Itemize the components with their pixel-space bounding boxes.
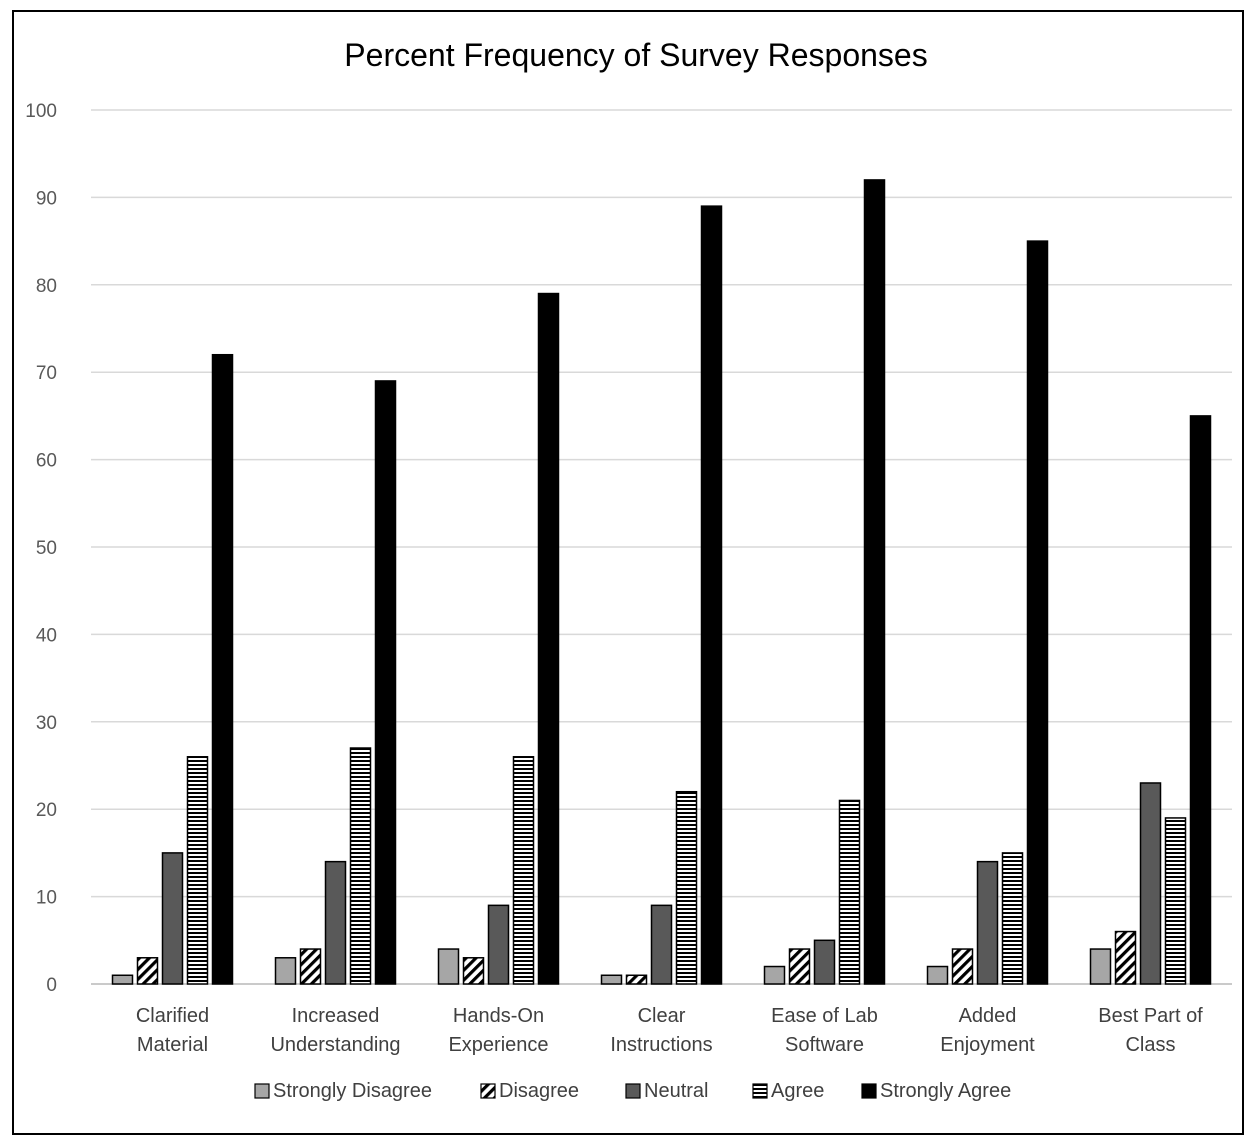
bar-disagree bbox=[625, 974, 648, 985]
y-tick-label: 50 bbox=[36, 538, 57, 559]
bar-agree bbox=[1164, 817, 1187, 985]
x-tick-label: Experience bbox=[448, 1034, 548, 1056]
x-tick-label: Enjoyment bbox=[940, 1034, 1035, 1056]
bar-disagree bbox=[1114, 930, 1137, 985]
y-tick-label: 20 bbox=[36, 800, 57, 821]
legend-swatch bbox=[480, 1083, 496, 1099]
bar-strongly-disagree bbox=[600, 974, 623, 985]
x-tick-label: Clear bbox=[638, 1005, 686, 1027]
y-tick-label: 90 bbox=[36, 188, 57, 209]
bar-strongly-agree bbox=[1026, 240, 1049, 985]
y-tick-label: 100 bbox=[25, 101, 57, 122]
chart-title: Percent Frequency of Survey Responses bbox=[344, 37, 927, 73]
y-tick-label: 40 bbox=[36, 625, 57, 646]
y-tick-label: 70 bbox=[36, 363, 57, 384]
legend-swatch bbox=[254, 1083, 270, 1099]
bar-strongly-disagree bbox=[437, 948, 460, 985]
bar-disagree bbox=[462, 957, 485, 985]
bar-neutral bbox=[1139, 782, 1162, 985]
bar-neutral bbox=[976, 860, 999, 985]
bar-disagree bbox=[136, 957, 159, 985]
bar-strongly-agree bbox=[374, 380, 397, 985]
bar-strongly-disagree bbox=[763, 965, 786, 985]
bar-strongly-agree bbox=[863, 179, 886, 985]
bar-disagree bbox=[951, 948, 974, 985]
bar-strongly-agree bbox=[700, 205, 723, 985]
bar-strongly-disagree bbox=[274, 957, 297, 985]
legend-swatch bbox=[625, 1083, 641, 1099]
x-tick-label: Increased bbox=[292, 1005, 380, 1027]
bar-neutral bbox=[324, 860, 347, 985]
chart-frame: Percent Frequency of Survey Responses 0 1… bbox=[12, 10, 1244, 1135]
legend-label: Strongly Disagree bbox=[273, 1080, 432, 1102]
bar-agree bbox=[675, 790, 698, 985]
legend-label: Disagree bbox=[499, 1080, 579, 1102]
legend-label: Neutral bbox=[644, 1080, 708, 1102]
bar-disagree bbox=[788, 948, 811, 985]
y-tick-label: 30 bbox=[36, 713, 57, 734]
x-tick-label: Class bbox=[1125, 1034, 1175, 1056]
bar-agree bbox=[1001, 852, 1024, 985]
y-tick-label: 0 bbox=[46, 975, 57, 996]
bar-neutral bbox=[650, 904, 673, 985]
legend-swatch bbox=[752, 1083, 768, 1099]
y-tick-label: 10 bbox=[36, 888, 57, 909]
x-tick-label: Software bbox=[785, 1034, 864, 1056]
legend-swatch bbox=[861, 1083, 877, 1099]
bar-chart: Percent Frequency of Survey Responses 0 1… bbox=[25, 37, 1232, 1102]
y-tick-label: 80 bbox=[36, 276, 57, 297]
bar-strongly-agree bbox=[1189, 415, 1212, 985]
bar-agree bbox=[186, 756, 209, 985]
bar-agree bbox=[838, 799, 861, 985]
bar-agree bbox=[349, 747, 372, 985]
bar-strongly-disagree bbox=[1089, 948, 1112, 985]
bar-agree bbox=[512, 756, 535, 985]
x-tick-label: Ease of Lab bbox=[771, 1005, 878, 1027]
bar-disagree bbox=[299, 948, 322, 985]
bar-strongly-disagree bbox=[926, 965, 949, 985]
legend-label: Agree bbox=[771, 1080, 824, 1102]
x-tick-label: Understanding bbox=[270, 1034, 400, 1056]
bar-strongly-agree bbox=[537, 292, 560, 985]
legend-label: Strongly Agree bbox=[880, 1080, 1011, 1102]
x-tick-label: Added bbox=[959, 1005, 1017, 1027]
x-tick-label: Hands-On bbox=[453, 1005, 544, 1027]
bar-neutral bbox=[161, 852, 184, 985]
x-tick-label: Best Part of bbox=[1098, 1005, 1203, 1027]
bar-strongly-agree bbox=[211, 353, 234, 985]
bar-neutral bbox=[813, 939, 836, 985]
x-tick-label: Instructions bbox=[610, 1034, 712, 1056]
bar-neutral bbox=[487, 904, 510, 985]
x-tick-label: Material bbox=[137, 1034, 208, 1056]
y-tick-label: 60 bbox=[36, 451, 57, 472]
bar-strongly-disagree bbox=[111, 974, 134, 985]
x-tick-label: Clarified bbox=[136, 1005, 209, 1027]
